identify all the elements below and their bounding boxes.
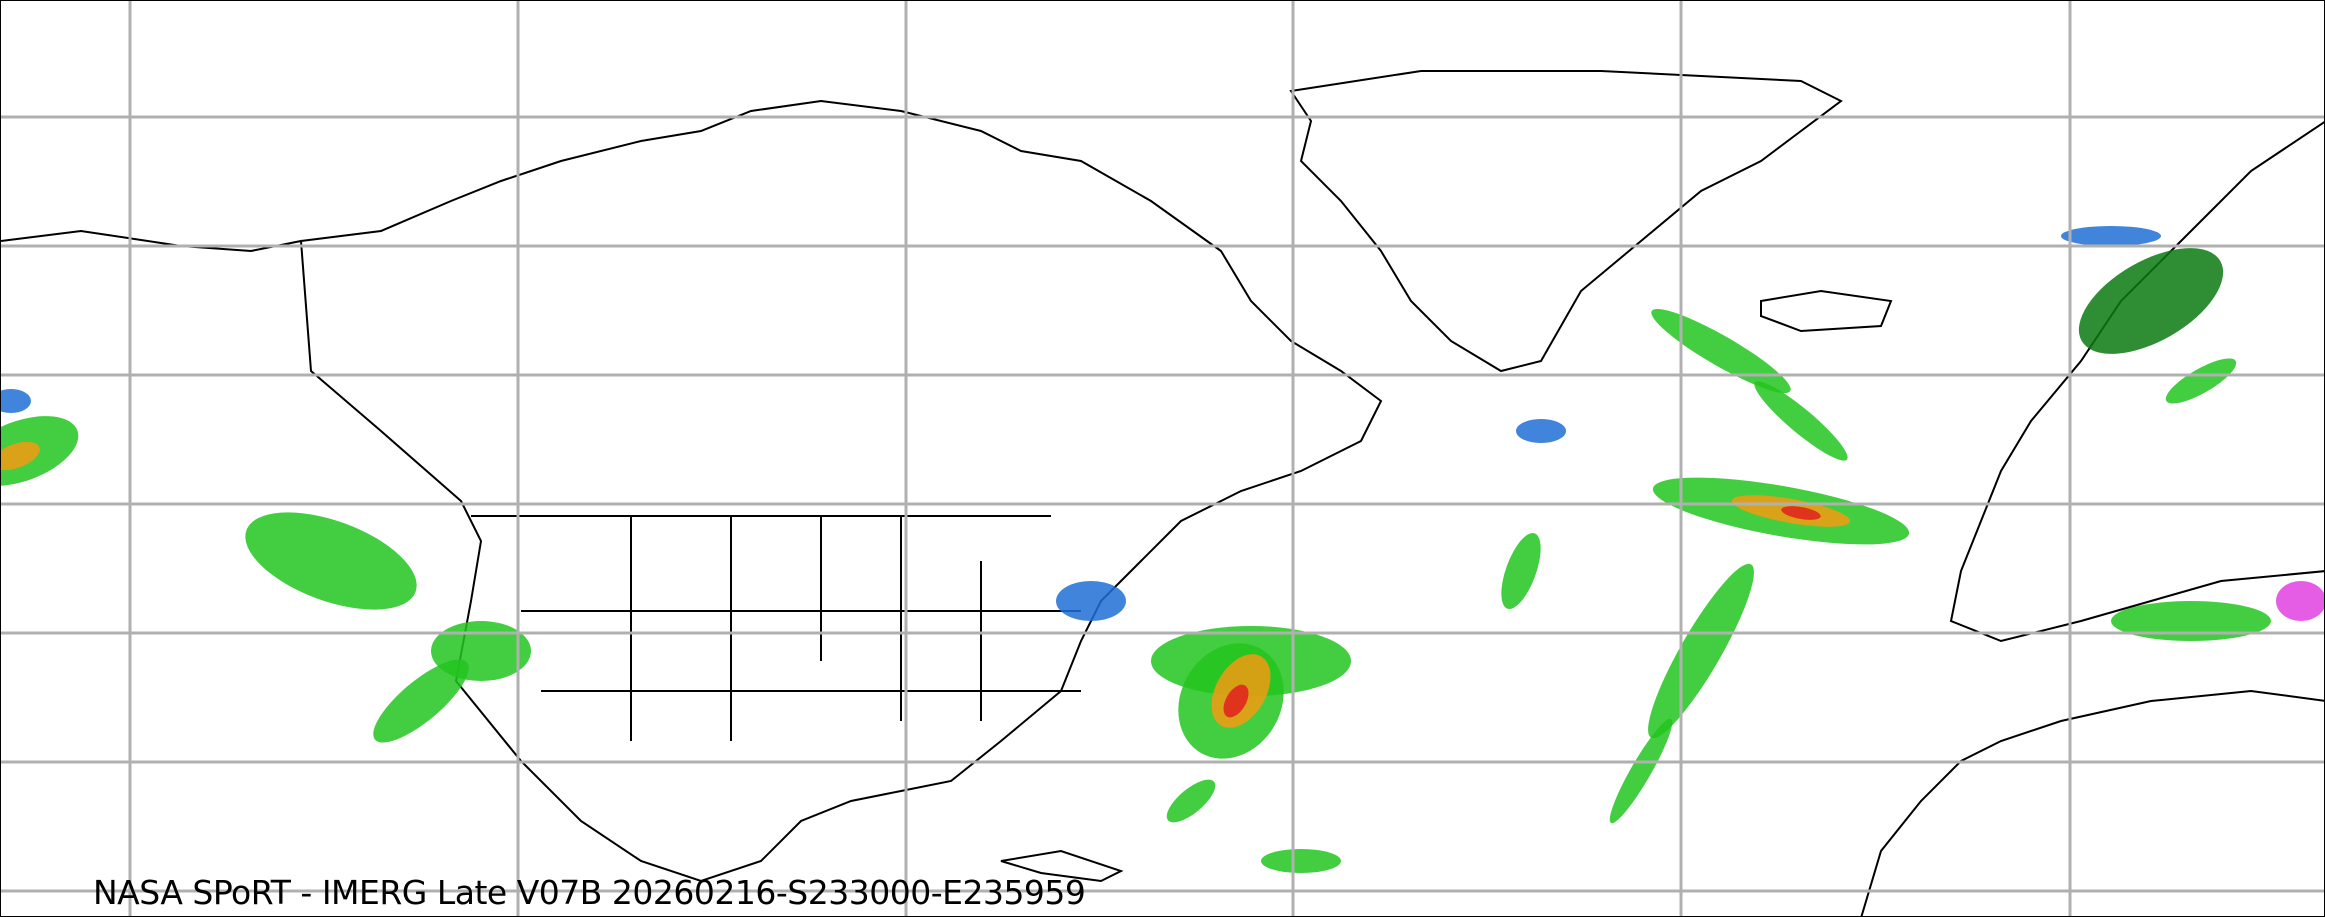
precip-area (2078, 248, 2224, 354)
iceland-outline (1760, 289, 1893, 333)
precip-area (2111, 601, 2271, 641)
north-america-outline (1, 99, 1383, 883)
precip-area (1261, 849, 1341, 873)
africa-outline (1860, 689, 2324, 916)
precip-area (1648, 563, 1754, 739)
precip-area (1651, 308, 1791, 394)
precip-area (1516, 419, 1566, 443)
precip-area (1781, 506, 1821, 520)
precip-area (1056, 581, 1126, 621)
precip-area (2165, 358, 2237, 404)
coastlines (1, 70, 2324, 916)
greenland-outline (1289, 70, 1843, 373)
us-borders (471, 515, 1081, 741)
cuba-outline (1000, 849, 1124, 883)
precip-area (1, 389, 31, 413)
map-caption: NASA SPoRT - IMERG Late V07B 20260216-S2… (93, 873, 1086, 912)
precip-area (1166, 779, 1216, 823)
europe-outline (1949, 121, 2324, 643)
precip-area (2061, 226, 2161, 246)
precip-area (1501, 533, 1541, 609)
precip-area (1223, 684, 1249, 718)
precip-area (1754, 381, 1848, 461)
precip-area (245, 512, 417, 610)
precipitation-overlay (1, 226, 2324, 873)
precip-area (373, 659, 469, 743)
precip-area (2276, 581, 2324, 621)
precip-area (1, 441, 40, 471)
precip-area (1609, 718, 1673, 824)
